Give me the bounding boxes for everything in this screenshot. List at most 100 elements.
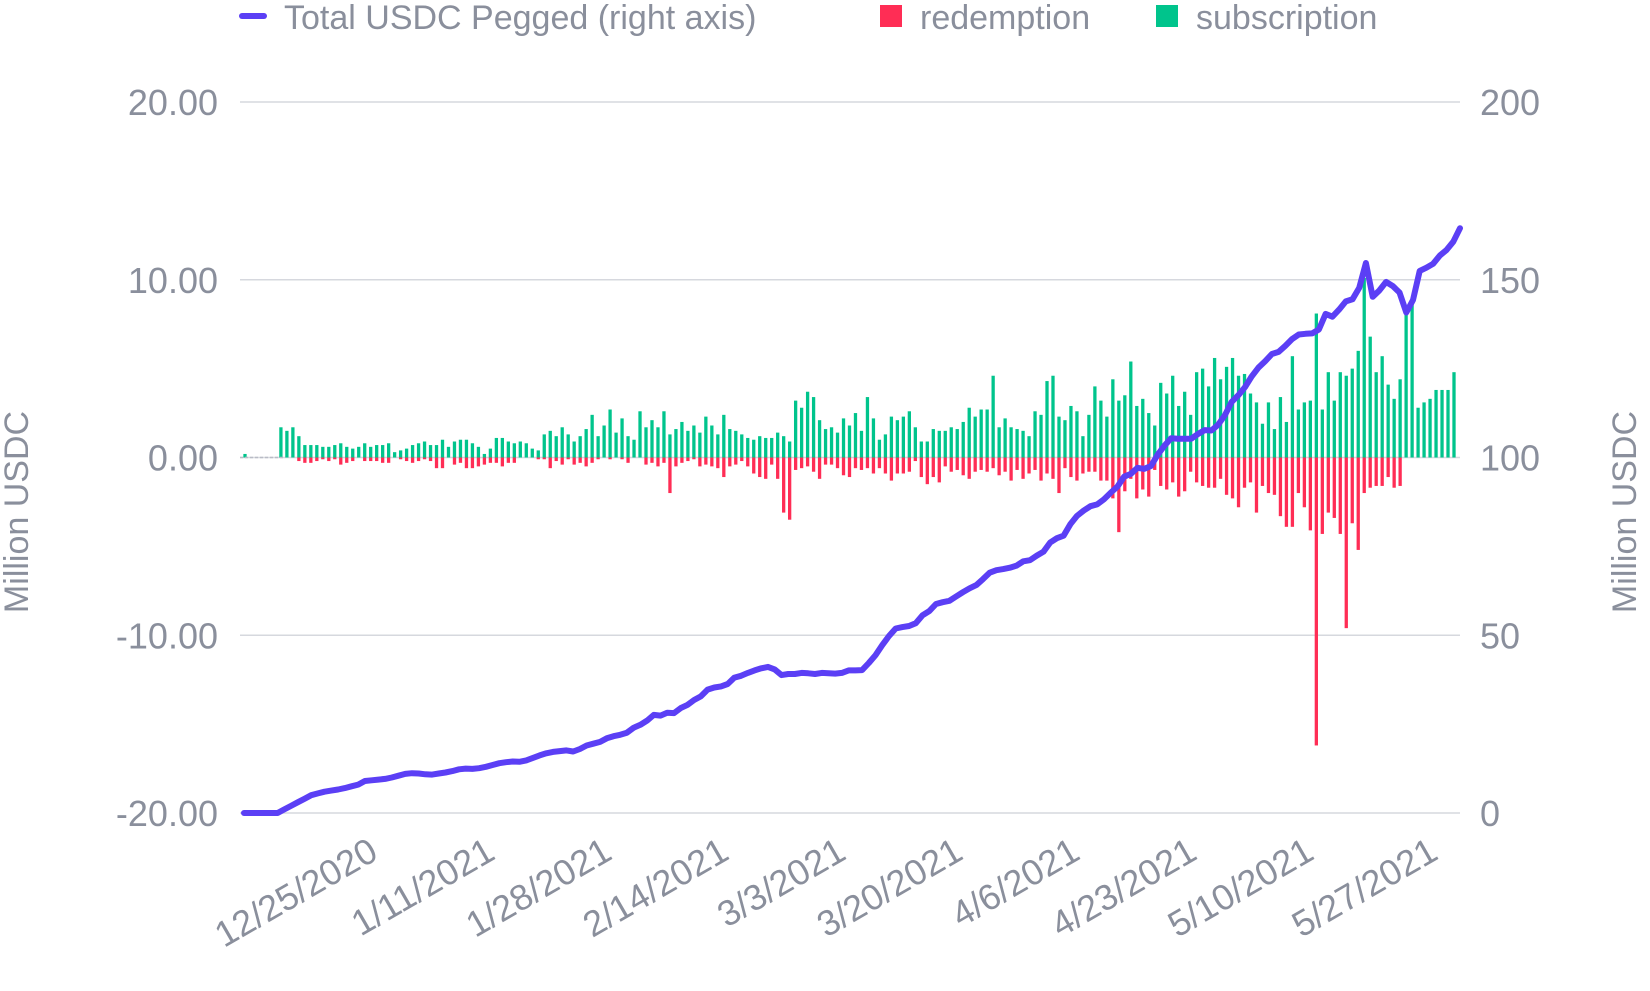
subscription-bar (704, 416, 708, 458)
subscription-bar (1206, 386, 1211, 458)
subscription-bar (1009, 427, 1013, 458)
subscription-bar (1069, 405, 1073, 458)
redemption-bar (321, 457, 325, 460)
subscription-bar (446, 446, 451, 458)
redemption-bar (428, 457, 433, 462)
subscription-bar (871, 418, 876, 458)
subscription-bar (1284, 421, 1289, 458)
subscription-bar (518, 441, 522, 458)
redemption-bar (758, 457, 762, 478)
subscription-bar (638, 411, 642, 458)
subscription-bar (716, 434, 720, 458)
redemption-bar (841, 457, 846, 476)
redemption-bar (1398, 457, 1402, 486)
redemption-bar (997, 457, 1001, 476)
redemption-bar (1266, 457, 1271, 494)
redemption-bar (1302, 457, 1307, 508)
redemption-bar (1290, 457, 1295, 527)
subscription-bar (422, 441, 427, 458)
subscription-bar (386, 443, 391, 458)
redemption-bar (937, 457, 941, 483)
redemption-bar (793, 457, 798, 470)
redemption-bar (1296, 457, 1301, 494)
redemption-bar (817, 457, 822, 479)
redemption-bar (488, 457, 493, 463)
redemption-bar (865, 457, 870, 469)
subscription-bar (476, 446, 481, 458)
subscription-bar (1296, 409, 1301, 458)
subscription-bar (392, 452, 397, 458)
redemption-bar (1200, 457, 1205, 486)
subscription-bar (895, 420, 900, 458)
subscription-bar (620, 418, 624, 458)
subscription-bar (626, 436, 630, 458)
subscription-bar (1398, 379, 1402, 458)
redemption-bar (1075, 457, 1079, 481)
redemption-bar (1183, 457, 1187, 492)
subscription-bar (560, 427, 564, 458)
redemption-bar (877, 457, 882, 469)
redemption-bar (369, 457, 373, 462)
redemption-bar (1117, 457, 1121, 533)
y-tick-label-right: 150 (1480, 260, 1540, 301)
subscription-bar (1248, 393, 1253, 458)
redemption-bar (339, 457, 343, 465)
redemption-bar (1069, 457, 1073, 478)
redemption-bar (494, 457, 499, 463)
subscription-bar (548, 430, 552, 458)
redemption-bar (746, 457, 750, 467)
subscription-bar (428, 445, 433, 458)
subscription-bar (554, 436, 558, 458)
redemption-bar (776, 457, 780, 479)
subscription-bar (482, 453, 487, 458)
subscription-bar (291, 427, 295, 458)
subscription-bar (901, 416, 906, 458)
subscription-bar (799, 407, 804, 458)
subscription-bar (985, 409, 989, 458)
redemption-bar (566, 457, 570, 460)
redemption-bar (1320, 457, 1324, 534)
redemption-bar (327, 457, 331, 462)
subscription-bar (734, 430, 738, 458)
subscription-bar (1374, 372, 1378, 458)
subscription-bar (375, 445, 379, 458)
subscription-bar (440, 439, 445, 458)
redemption-bar (303, 457, 307, 463)
subscription-bar (1416, 407, 1420, 458)
redemption-bar (315, 457, 319, 462)
redemption-bar (404, 457, 409, 462)
redemption-bar (686, 457, 690, 462)
subscription-bar (722, 414, 726, 458)
subscription-bar (410, 445, 415, 458)
redemption-bar (506, 457, 510, 463)
x-tick-label: 12/25/2020 (207, 829, 384, 955)
subscription-bar (1093, 386, 1097, 458)
redemption-bar (608, 457, 612, 460)
redemption-bar (907, 457, 911, 472)
subscription-bar (835, 432, 840, 458)
subscription-bar (1236, 375, 1241, 458)
redemption-bar (1093, 457, 1097, 472)
subscription-bar (1105, 416, 1109, 458)
redemption-bar (584, 457, 588, 467)
redemption-bar (871, 457, 876, 474)
subscription-bar (1326, 372, 1330, 458)
legend-label: subscription (1196, 0, 1377, 37)
redemption-bar (698, 457, 702, 467)
subscription-bar (1212, 357, 1217, 458)
redemption-bar (1278, 457, 1283, 517)
subscription-bar (1278, 397, 1283, 458)
subscription-bar (1051, 375, 1055, 458)
redemption-bar (626, 457, 630, 463)
subscription-bar (434, 445, 439, 458)
redemption-bar (1230, 457, 1235, 499)
subscription-bar (680, 421, 684, 458)
redemption-bar (1165, 457, 1169, 490)
redemption-bar (716, 457, 720, 469)
subscription-bar (351, 448, 355, 458)
redemption-bar (644, 457, 648, 465)
redemption-bar (889, 457, 894, 481)
redemption-bar (512, 457, 516, 463)
subscription-bar (315, 445, 319, 458)
